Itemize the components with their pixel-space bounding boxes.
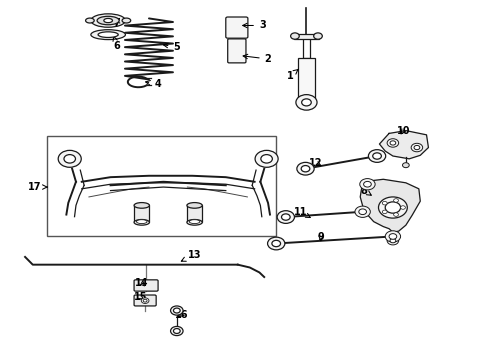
- Text: 9: 9: [318, 232, 324, 242]
- Circle shape: [268, 237, 285, 250]
- Circle shape: [261, 154, 272, 163]
- Circle shape: [173, 308, 180, 313]
- Ellipse shape: [134, 220, 149, 225]
- Bar: [47, 136, 276, 237]
- Circle shape: [297, 162, 314, 175]
- Circle shape: [173, 329, 180, 333]
- Circle shape: [368, 150, 386, 162]
- Circle shape: [171, 327, 183, 336]
- Text: 12: 12: [309, 158, 323, 168]
- Circle shape: [387, 237, 399, 245]
- Bar: [134, 206, 149, 222]
- Ellipse shape: [91, 30, 125, 40]
- Circle shape: [393, 199, 398, 202]
- Circle shape: [277, 211, 294, 224]
- Ellipse shape: [134, 203, 149, 208]
- Circle shape: [255, 150, 278, 167]
- Circle shape: [301, 166, 310, 172]
- Circle shape: [296, 95, 317, 110]
- Circle shape: [390, 239, 396, 243]
- Text: 7: 7: [113, 18, 120, 28]
- Text: 11: 11: [294, 207, 310, 217]
- Text: 8: 8: [361, 186, 371, 195]
- Ellipse shape: [98, 32, 118, 37]
- Circle shape: [272, 240, 281, 247]
- Circle shape: [58, 150, 81, 167]
- FancyBboxPatch shape: [226, 17, 248, 38]
- Polygon shape: [360, 179, 420, 232]
- Ellipse shape: [187, 220, 202, 225]
- Text: 17: 17: [28, 182, 47, 192]
- Circle shape: [393, 213, 398, 216]
- Bar: [187, 206, 202, 222]
- Text: 15: 15: [134, 292, 147, 302]
- Text: 14: 14: [135, 278, 148, 288]
- Ellipse shape: [189, 220, 200, 224]
- Circle shape: [387, 139, 399, 147]
- Circle shape: [390, 141, 396, 145]
- Ellipse shape: [97, 16, 119, 25]
- Circle shape: [143, 299, 147, 302]
- Circle shape: [385, 231, 401, 242]
- Text: 2: 2: [243, 54, 271, 64]
- Bar: [298, 58, 315, 99]
- Circle shape: [373, 153, 381, 159]
- Circle shape: [359, 209, 367, 215]
- FancyBboxPatch shape: [134, 280, 158, 291]
- Circle shape: [281, 214, 290, 220]
- Circle shape: [402, 163, 409, 168]
- Ellipse shape: [104, 18, 113, 23]
- Circle shape: [302, 99, 311, 106]
- Text: 10: 10: [397, 126, 410, 136]
- Circle shape: [171, 306, 183, 315]
- Ellipse shape: [122, 18, 131, 23]
- Text: 6: 6: [113, 36, 120, 51]
- Circle shape: [360, 179, 375, 190]
- Text: 1: 1: [287, 69, 298, 81]
- Ellipse shape: [86, 18, 94, 23]
- Text: 16: 16: [175, 310, 188, 320]
- Circle shape: [355, 206, 370, 217]
- Circle shape: [414, 145, 420, 150]
- Ellipse shape: [187, 203, 202, 208]
- FancyBboxPatch shape: [228, 39, 246, 63]
- Circle shape: [314, 33, 322, 39]
- Circle shape: [401, 206, 405, 209]
- Ellipse shape: [91, 14, 125, 27]
- Circle shape: [382, 210, 387, 213]
- Bar: [294, 33, 319, 39]
- Ellipse shape: [137, 220, 147, 224]
- Text: 13: 13: [181, 250, 201, 261]
- Text: 5: 5: [164, 42, 180, 52]
- Circle shape: [141, 298, 149, 303]
- Circle shape: [389, 234, 397, 239]
- Circle shape: [364, 181, 371, 187]
- Circle shape: [382, 201, 387, 205]
- Circle shape: [64, 154, 75, 163]
- Text: 3: 3: [243, 21, 266, 31]
- Circle shape: [411, 143, 423, 152]
- Circle shape: [378, 197, 407, 218]
- Circle shape: [291, 33, 299, 39]
- Polygon shape: [379, 131, 428, 159]
- Text: 4: 4: [146, 79, 161, 89]
- FancyBboxPatch shape: [134, 295, 156, 306]
- Circle shape: [385, 202, 401, 213]
